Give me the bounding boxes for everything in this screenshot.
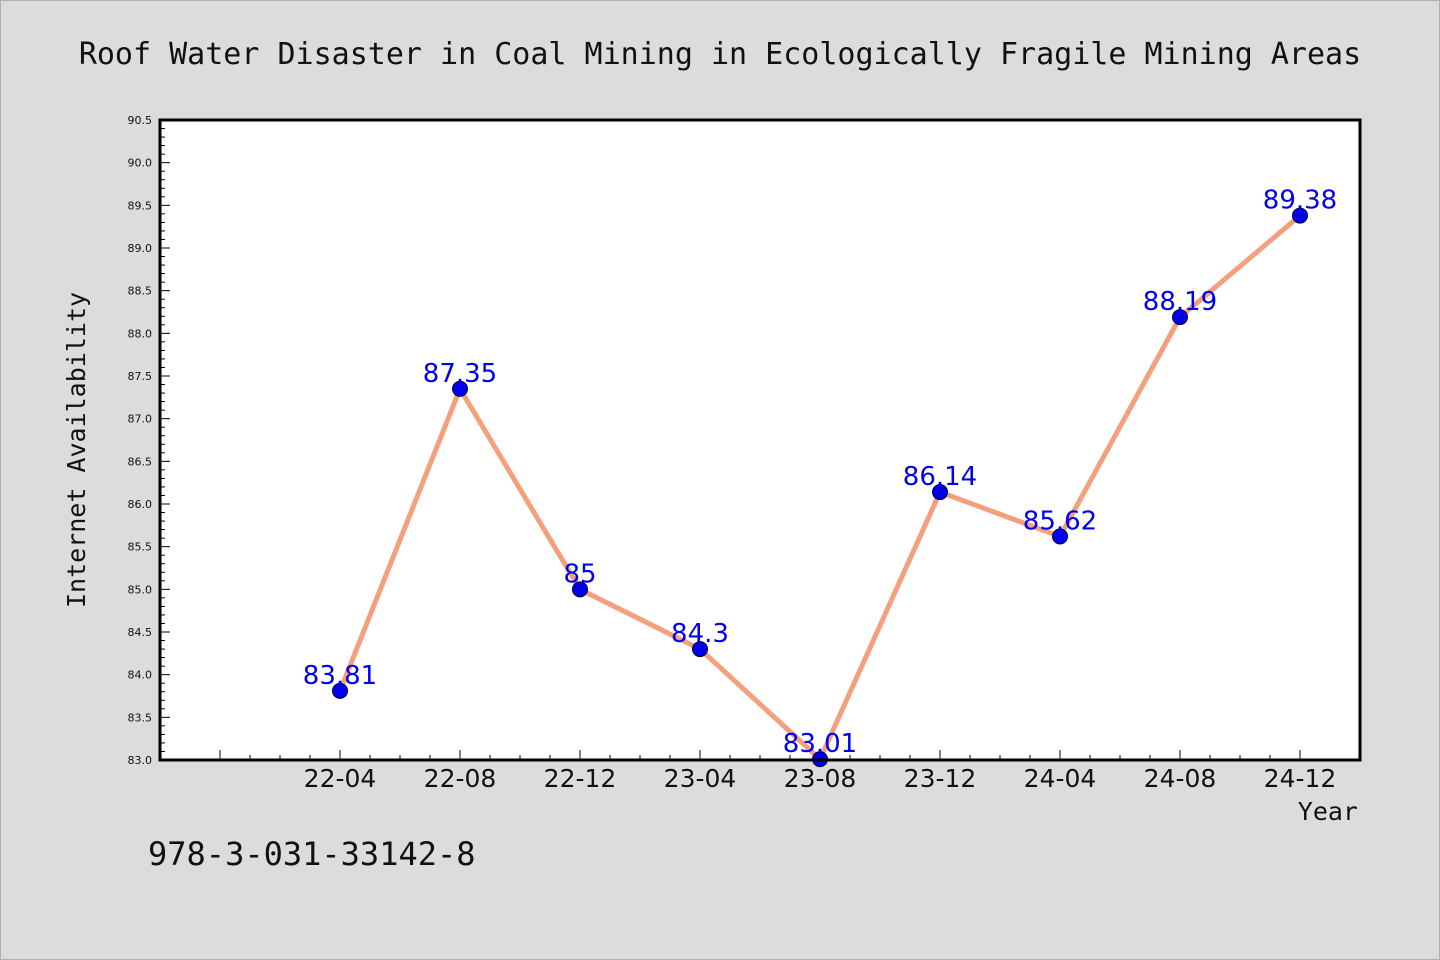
chart-title: Roof Water Disaster in Coal Mining in Ec…	[79, 37, 1361, 72]
data-label: 83.01	[783, 729, 857, 759]
y-tick-label: 89.0	[128, 242, 153, 255]
plot-border	[158, 118, 1362, 762]
y-tick-label: 88.0	[128, 327, 153, 340]
x-tick-label: 24-04	[1024, 764, 1097, 793]
y-tick-label: 89.5	[128, 199, 153, 212]
data-label: 86.14	[903, 462, 977, 492]
data-label: 85	[563, 559, 596, 589]
data-point	[332, 682, 348, 699]
isbn-footer: 978-3-031-33142-8	[148, 835, 476, 873]
data-point	[452, 380, 468, 397]
data-label: 85.62	[1023, 506, 1097, 536]
y-tick-label: 87.5	[128, 370, 153, 383]
data-point	[692, 641, 708, 658]
data-points	[332, 207, 1308, 768]
data-label: 89.38	[1263, 186, 1337, 216]
x-tick-label: 23-08	[784, 764, 857, 793]
y-tick-label: 86.5	[128, 455, 153, 468]
data-label: 87.35	[423, 359, 497, 389]
x-tick-label: 24-08	[1144, 764, 1217, 793]
y-tick-label: 86.0	[128, 498, 153, 511]
x-tick-label: 23-04	[664, 764, 737, 793]
data-point	[1172, 309, 1188, 326]
x-axis-ticks: 22-04 22-08 22-12 23-04 23-08 23-12 24-04 24-08…	[219, 750, 1337, 793]
y-tick-label: 90.0	[128, 157, 153, 170]
x-tick-label: 24-12	[1264, 764, 1337, 793]
data-point	[572, 581, 588, 598]
data-point	[1292, 207, 1308, 224]
x-tick-label: 22-12	[544, 764, 617, 793]
x-tick-label: 22-04	[304, 764, 377, 793]
y-tick-label: 88.5	[128, 285, 153, 298]
x-axis-label: Year	[1298, 797, 1358, 826]
y-tick-label: 84.5	[128, 626, 153, 639]
y-tick-label: 85.0	[128, 583, 153, 596]
data-point	[1052, 528, 1068, 545]
data-label: 88.19	[1143, 287, 1217, 317]
x-tick-label: 23-12	[904, 764, 977, 793]
data-point	[932, 484, 948, 501]
y-tick-label: 84.0	[128, 669, 153, 682]
y-axis-label: Internet Availability	[62, 292, 91, 608]
y-tick-label: 87.0	[128, 413, 153, 426]
data-label: 84.3	[671, 619, 729, 649]
data-label: 83.81	[303, 661, 377, 691]
y-tick-label: 90.5	[128, 114, 153, 127]
y-tick-label: 83.0	[128, 754, 153, 767]
plot-area	[160, 120, 1360, 760]
data-labels: 83.81 87.35 85 84.3 83.01 86.14 85.62 88.19 89.3…	[303, 186, 1337, 760]
y-tick-label: 83.5	[128, 711, 153, 724]
y-axis-ticks: 83.0 83.5 84.0 84.5 85.0 85.5 86.0 86.5 87.0 87.5…	[128, 114, 170, 767]
y-tick-label: 85.5	[128, 541, 153, 554]
x-tick-label: 22-08	[424, 764, 497, 793]
